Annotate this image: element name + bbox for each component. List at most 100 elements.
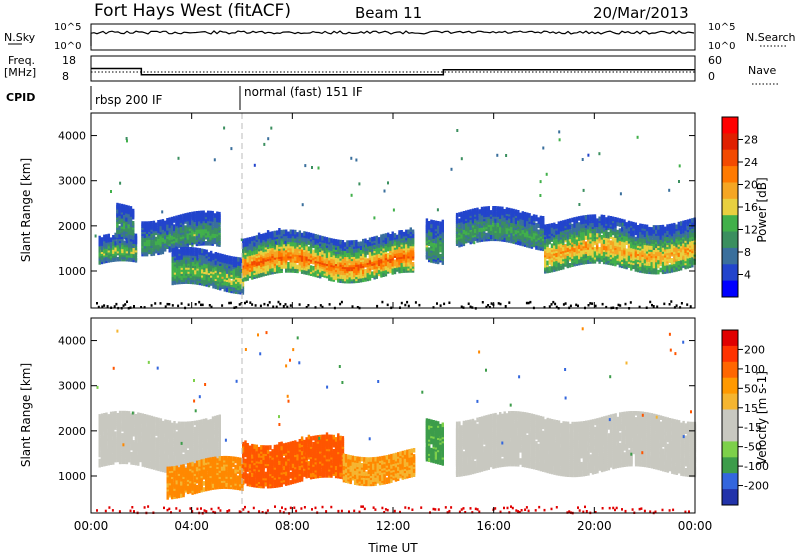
echo-cell [430, 223, 433, 229]
echo-cell [154, 222, 158, 228]
echo-cell [398, 242, 401, 247]
echo-cell [242, 238, 245, 244]
echo-cell [201, 258, 204, 264]
echo-cell [355, 158, 358, 162]
echo-cell [439, 221, 442, 226]
echo-cell [473, 241, 476, 245]
echo-cell [584, 253, 588, 259]
echo-cell [164, 220, 167, 226]
echo-cell [577, 304, 579, 308]
echo-cell [535, 235, 538, 240]
echo-cell [605, 217, 608, 222]
echo-cell [368, 276, 372, 281]
echo-cell [116, 256, 120, 262]
echo-cell [682, 245, 685, 250]
echo-cell [262, 271, 265, 277]
echo-cell [307, 264, 311, 270]
echo-cell [571, 223, 574, 229]
echo-cell [663, 302, 666, 306]
echo-cell [157, 220, 160, 225]
echo-cell [303, 261, 306, 267]
echo-cell [114, 232, 117, 238]
echo-cell [180, 302, 183, 305]
echo-cell [264, 232, 267, 238]
echo-cell [589, 214, 592, 220]
echo-cell [143, 306, 146, 309]
echo-cell [237, 265, 240, 270]
echo-cell [100, 237, 104, 242]
echo-cell [636, 239, 640, 244]
echo-cell [566, 223, 569, 228]
echo-cell [582, 215, 585, 220]
echo-cell [492, 206, 495, 211]
echo-cell [346, 260, 349, 266]
echo-cell [679, 306, 682, 309]
echo-cell [330, 252, 333, 257]
echo-cell [566, 261, 569, 267]
echo-cell [198, 248, 202, 253]
echo-cell [194, 251, 197, 257]
echo-cell [407, 239, 410, 245]
nave-label: Nave [748, 64, 776, 77]
echo-cell [602, 239, 606, 244]
echo-cell [652, 243, 656, 248]
echo-cell [402, 268, 406, 273]
echo-cell [668, 188, 671, 192]
echo-cell [409, 249, 412, 255]
velocity-echo-marks [96, 327, 697, 515]
echo-cell [393, 241, 397, 246]
echo-cell [116, 202, 119, 208]
echo-cell [244, 260, 247, 266]
echo-cell [375, 241, 378, 247]
echo-cell [278, 228, 281, 233]
echo-cell [196, 270, 199, 275]
echo-cell [121, 244, 124, 250]
echo-cell [364, 269, 367, 274]
echo-cell [301, 203, 304, 207]
echo-cell [164, 305, 167, 308]
echo-cell [371, 265, 374, 270]
echo-cell [154, 226, 158, 232]
echo-cell [691, 256, 694, 262]
echo-cell [340, 300, 343, 304]
echo-cell [364, 238, 367, 244]
echo-cell [278, 238, 281, 243]
echo-cell [319, 304, 322, 307]
echo-cell [409, 227, 412, 232]
echo-cell [198, 254, 202, 259]
echo-cell [566, 237, 569, 242]
echo-cell [230, 260, 233, 265]
echo-cell [268, 301, 271, 304]
echo-cell [496, 153, 499, 157]
echo-cell [191, 219, 194, 225]
echo-cell [636, 135, 639, 139]
echo-cell [180, 247, 183, 252]
echo-cell [425, 252, 429, 258]
echo-cell [103, 304, 106, 307]
echo-cell [323, 248, 326, 254]
echo-cell [460, 211, 463, 217]
echo-cell [680, 302, 683, 305]
echo-cell [337, 267, 340, 273]
echo-cell [598, 216, 601, 222]
echo-cell [196, 280, 199, 285]
echo-cell [543, 306, 546, 309]
echo-cell [221, 253, 224, 259]
echo-cell [616, 242, 619, 247]
echo-cell [578, 236, 581, 241]
echo-cell [609, 216, 613, 221]
echo-cell [304, 164, 307, 168]
echo-cell [391, 259, 394, 265]
echo-cell [353, 258, 356, 263]
echo-cell [98, 235, 101, 241]
echo-cell [587, 218, 590, 224]
echo-cell [201, 248, 204, 254]
echo-cell [634, 230, 637, 236]
echo-cell [207, 232, 210, 238]
echo-cell [487, 206, 490, 211]
echo-cell [97, 305, 100, 309]
echo-cell [201, 264, 204, 270]
echo-cell [600, 235, 603, 240]
echo-cell [425, 222, 429, 228]
echo-cell [375, 235, 378, 241]
